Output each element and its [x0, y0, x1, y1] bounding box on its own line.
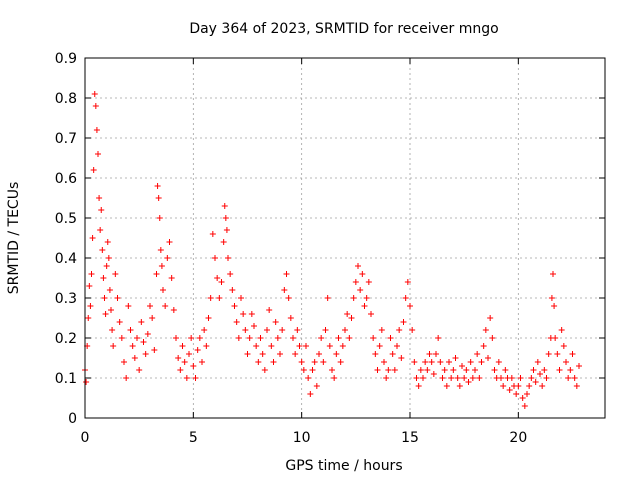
- chart-background: [0, 0, 640, 480]
- srmtid-chart: Day 364 of 2023, SRMTID for receiver mng…: [0, 0, 640, 480]
- x-tick-label: 20: [509, 430, 527, 446]
- y-tick-label: 0.6: [55, 171, 77, 187]
- y-tick-label: 0.7: [55, 131, 77, 147]
- x-tick-label: 10: [293, 430, 311, 446]
- y-tick-label: 0: [68, 411, 77, 427]
- y-tick-label: 0.5: [55, 211, 77, 227]
- y-tick-label: 0.2: [55, 331, 77, 347]
- x-tick-label: 0: [81, 430, 90, 446]
- y-tick-label: 0.3: [55, 291, 77, 307]
- y-tick-label: 0.9: [55, 51, 77, 67]
- x-tick-label: 5: [189, 430, 198, 446]
- y-axis-label: SRMTID / TECUs: [6, 182, 22, 295]
- y-tick-label: 0.1: [55, 371, 77, 387]
- x-tick-label: 15: [401, 430, 419, 446]
- x-axis-label: GPS time / hours: [285, 458, 402, 474]
- y-tick-label: 0.4: [55, 251, 77, 267]
- chart-title: Day 364 of 2023, SRMTID for receiver mng…: [189, 21, 498, 37]
- y-tick-label: 0.8: [55, 91, 77, 107]
